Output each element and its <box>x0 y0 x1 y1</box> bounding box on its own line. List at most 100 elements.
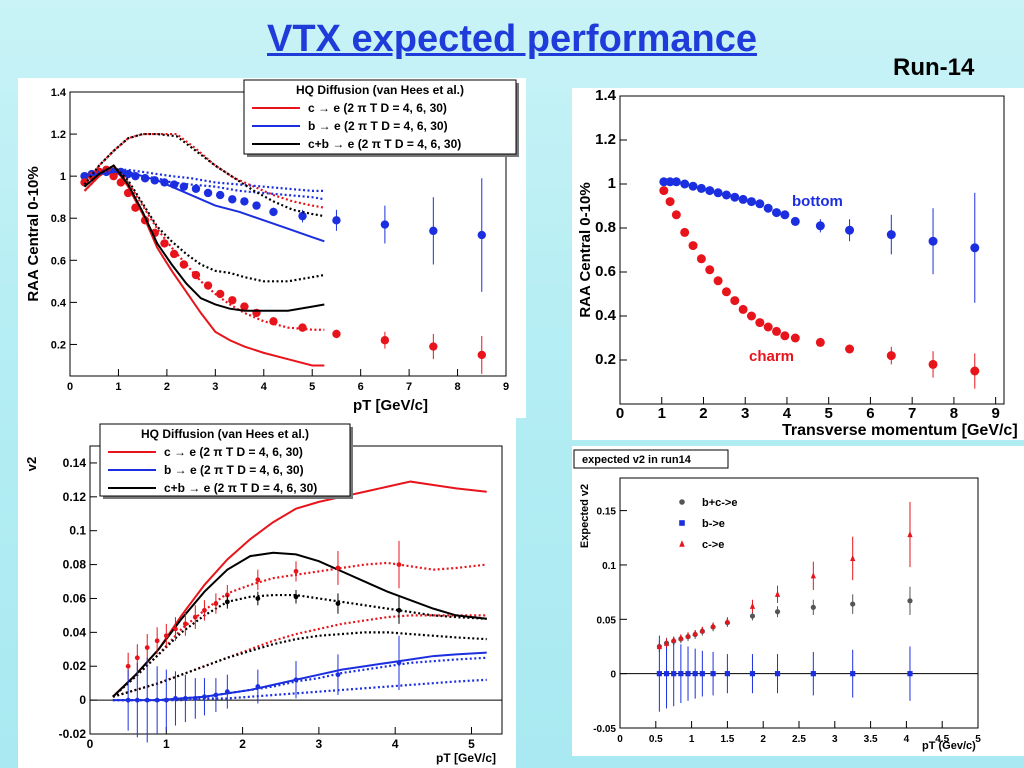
x-tick-label: 4 <box>261 381 268 393</box>
legend-entry: c+b → e (2 π T D = 4, 6, 30) <box>308 137 461 151</box>
y-axis-label: v2 <box>24 457 39 471</box>
data-point <box>477 350 486 360</box>
x-tick-label: 2 <box>164 381 170 393</box>
y-tick-label: 0.2 <box>595 351 616 368</box>
data-point <box>730 192 740 202</box>
data-point <box>749 671 756 677</box>
x-tick-label: 6 <box>358 381 364 393</box>
data-point <box>850 671 856 677</box>
data-point <box>380 220 390 229</box>
data-point <box>656 642 662 650</box>
data-point <box>215 190 225 200</box>
data-point <box>692 671 698 677</box>
data-point <box>173 626 178 632</box>
data-point <box>679 540 685 547</box>
series-line <box>83 132 325 218</box>
data-point <box>810 604 816 610</box>
raa-model-plot: 0 1 2 3 4 5 6 7 8 9 0.2 0.4 0.6 0.8 1 1.2 1.4 HQ Diffusio… <box>18 78 526 418</box>
data-point <box>182 621 188 627</box>
data-point <box>169 249 179 259</box>
y-tick-label: 0.15 <box>597 507 617 518</box>
x-tick-label: 5 <box>309 381 315 393</box>
raa-projection-chart: 0 1 2 3 4 5 6 7 8 9 0.2 0.4 0.6 0.8 1 1.2 1.4 bottom charm… <box>577 88 1018 439</box>
data-point <box>810 671 816 677</box>
data-point <box>192 696 198 701</box>
data-point <box>774 609 781 615</box>
x-tick-label: 5 <box>825 405 833 422</box>
data-point <box>228 296 237 305</box>
data-point <box>154 697 160 703</box>
x-tick-label: 7 <box>908 405 916 422</box>
y-tick-label: 0.2 <box>51 339 66 351</box>
data-point <box>396 562 402 567</box>
x-tick-label: 3 <box>741 405 749 422</box>
data-point <box>202 694 207 700</box>
y-tick-label: 0.8 <box>51 213 66 225</box>
data-point <box>678 671 684 677</box>
data-point <box>240 197 249 206</box>
series-line <box>112 480 487 698</box>
data-point <box>772 208 782 218</box>
data-point <box>477 230 486 240</box>
y-axis-label: RAA Central 0-10% <box>25 166 42 301</box>
data-point <box>203 188 213 198</box>
data-point <box>746 311 756 321</box>
data-point <box>298 211 307 221</box>
data-point <box>713 276 723 286</box>
legend-entry: c+b → e (2 π T D = 4, 6, 30) <box>164 481 317 495</box>
data-point <box>213 692 219 698</box>
x-tick-label: 9 <box>503 381 509 393</box>
data-point <box>774 590 781 597</box>
y-tick-label: 0.1 <box>602 561 616 572</box>
data-point <box>224 599 230 605</box>
legend-title: HQ Diffusion (van Hees et al.) <box>141 427 309 441</box>
data-point <box>163 697 169 703</box>
data-point <box>692 629 698 637</box>
slide-title: VTX expected performance <box>267 18 757 60</box>
data-point <box>663 671 670 677</box>
x-tick-label: 8 <box>950 405 958 422</box>
data-point <box>202 607 207 613</box>
data-point <box>705 265 715 275</box>
y-tick-label: 0 <box>79 693 86 707</box>
y-tick-label: 0.6 <box>595 263 616 280</box>
data-point <box>109 171 118 181</box>
data-point <box>396 660 402 666</box>
data-point <box>215 289 225 299</box>
data-point <box>746 197 756 207</box>
data-point <box>696 254 706 264</box>
data-point <box>656 671 662 677</box>
legend-entry: b+c->e <box>702 497 737 509</box>
y-tick-label: 0.06 <box>63 591 87 605</box>
x-tick-label: 7 <box>406 381 412 393</box>
data-point <box>255 596 261 601</box>
data-point <box>80 171 89 181</box>
series-line <box>112 651 487 702</box>
data-point <box>886 351 896 361</box>
series-line <box>112 561 487 698</box>
y-tick-label: 0.4 <box>51 297 67 309</box>
raa-projection-plot: 0 1 2 3 4 5 6 7 8 9 0.2 0.4 0.6 0.8 1 1.2 1.4 bottom charm… <box>572 88 1024 440</box>
series-line <box>83 164 325 312</box>
x-tick-label: 8 <box>454 381 460 393</box>
y-tick-label: 0.1 <box>69 524 86 538</box>
data-point <box>886 230 896 240</box>
data-point <box>815 337 825 347</box>
data-point <box>850 601 856 607</box>
data-point <box>710 671 716 677</box>
legend-entry: c → e (2 π T D = 4, 6, 30) <box>164 445 303 459</box>
data-point <box>255 577 261 583</box>
data-point <box>685 671 691 677</box>
data-point <box>710 622 716 629</box>
v2-expected-chart: expected v2 in run14 0 0.5 1 1.5 2 2.5 3 3.5 4 4.5… <box>573 449 981 752</box>
data-point <box>790 333 800 343</box>
data-point <box>678 634 684 641</box>
x-tick-label: 3.5 <box>864 734 878 745</box>
legend-entry: c → e (2 π T D = 4, 6, 30) <box>308 101 447 115</box>
y-tick-label: -0.02 <box>59 727 87 741</box>
charm-annotation: charm <box>749 348 794 365</box>
data-point <box>688 241 698 251</box>
data-point <box>213 601 219 606</box>
data-point <box>679 499 685 505</box>
y-tick-label: 0.14 <box>63 456 87 470</box>
